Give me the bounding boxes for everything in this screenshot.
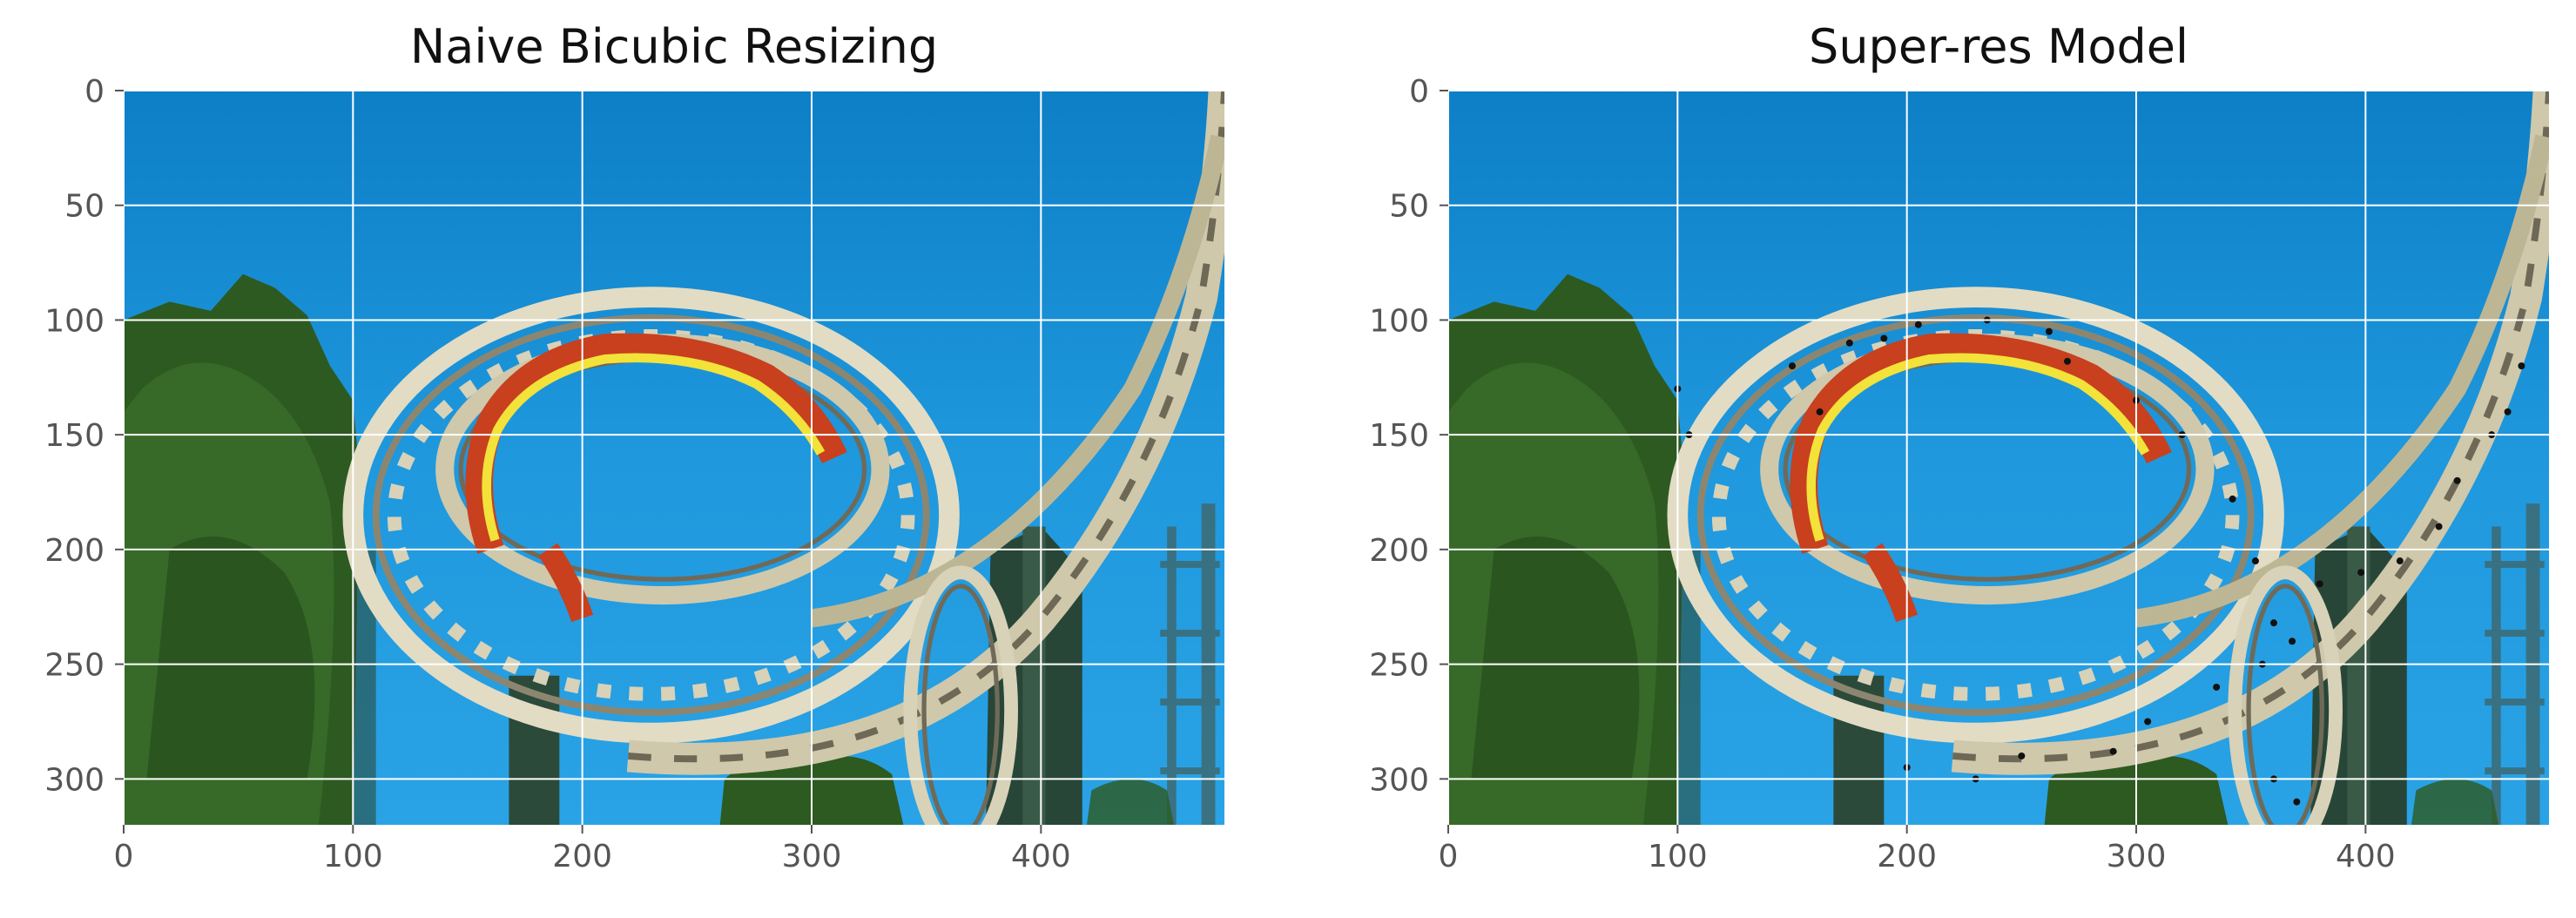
y-tick-label: 0 — [84, 74, 105, 110]
artifact-speck — [2453, 476, 2461, 484]
y-tick-label: 50 — [1389, 189, 1429, 225]
artifact-speck — [2109, 747, 2117, 755]
artifact-speck — [2064, 357, 2071, 365]
x-tick-label: 100 — [323, 839, 383, 874]
artifact-speck — [2270, 619, 2277, 627]
x-tick-label: 300 — [782, 839, 842, 874]
artifact-speck — [2518, 362, 2525, 370]
x-tick-label: 400 — [1011, 839, 1071, 874]
artifact-speck — [2293, 798, 2301, 806]
panel-title: Super-res Model — [1809, 19, 2188, 74]
artifact-speck — [2229, 495, 2236, 503]
x-tick-label: 200 — [1877, 839, 1937, 874]
artifact-speck — [1880, 334, 1888, 342]
y-tick-label: 150 — [1369, 418, 1429, 454]
x-tick-label: 0 — [114, 839, 134, 874]
artifact-speck — [2251, 557, 2259, 565]
left-panel: 0 100 200 300 400 0 50 100 150 200 250 300 Naive Bic… — [44, 19, 1224, 874]
image-2 — [1448, 91, 2549, 847]
artifact-speck — [2289, 638, 2296, 645]
artifact-speck — [2144, 718, 2152, 726]
artifact-speck — [2504, 408, 2512, 415]
x-tick-label: 0 — [1439, 839, 1459, 874]
artifact-speck — [2396, 557, 2404, 565]
image-1 — [124, 91, 1224, 847]
artifact-speck — [1845, 339, 1853, 347]
artifact-speck — [2435, 523, 2443, 530]
x-tick-label: 200 — [552, 839, 612, 874]
y-tick-label: 100 — [44, 303, 105, 339]
right-panel: 0 100 200 300 400 0 50 100 150 200 250 300 Super-res… — [1369, 19, 2549, 874]
y-tick-label: 300 — [44, 762, 105, 798]
x-tick-label: 300 — [2107, 839, 2167, 874]
artifact-speck — [2045, 327, 2053, 335]
artifact-speck — [2018, 752, 2026, 759]
y-tick-label: 200 — [44, 533, 105, 569]
artifact-speck — [2357, 569, 2365, 577]
y-tick-label: 250 — [44, 648, 105, 684]
y-tick-label: 100 — [1369, 303, 1429, 339]
artifact-speck — [1816, 408, 1824, 415]
y-tick-label: 300 — [1369, 762, 1429, 798]
x-tick-label: 400 — [2336, 839, 2396, 874]
artifact-speck — [1914, 321, 1922, 328]
y-tick-label: 250 — [1369, 648, 1429, 684]
y-tick-label: 150 — [44, 418, 105, 454]
x-tick-label: 100 — [1648, 839, 1708, 874]
y-tick-label: 200 — [1369, 533, 1429, 569]
artifact-speck — [2213, 683, 2221, 691]
panel-title: Naive Bicubic Resizing — [410, 19, 938, 74]
artifact-speck — [2316, 580, 2323, 588]
y-tick-label: 50 — [64, 189, 105, 225]
artifact-speck — [1789, 362, 1796, 370]
y-tick-label: 0 — [1409, 74, 1429, 110]
